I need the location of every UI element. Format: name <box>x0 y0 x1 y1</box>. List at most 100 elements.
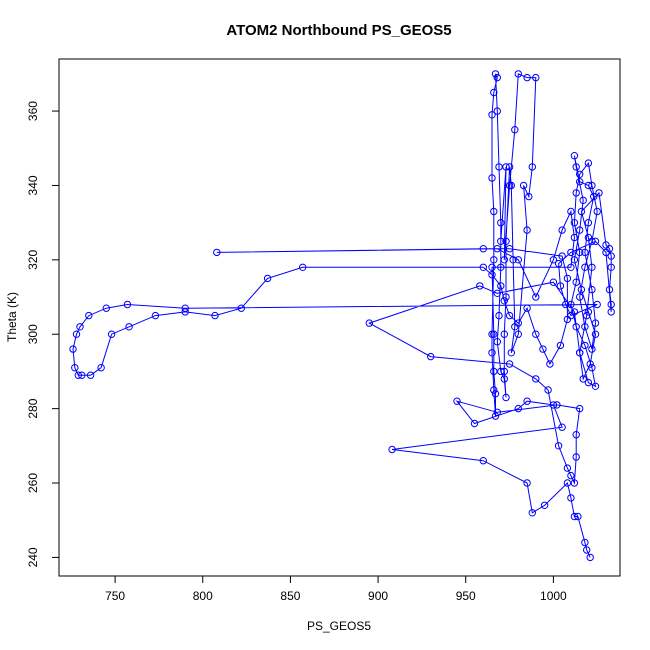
data-point <box>602 248 610 257</box>
data-point <box>584 219 593 227</box>
y-axis: 240 260 280 300 320 340 360 <box>26 101 60 567</box>
data-point <box>523 479 531 487</box>
y-tick-label: 360 <box>26 101 40 121</box>
chart-title: ATOM2 Northbound PS_GEOS5 <box>226 22 451 39</box>
data-point <box>514 404 522 413</box>
data-point <box>427 352 435 361</box>
data-point <box>493 73 501 82</box>
data-point <box>570 219 579 227</box>
data-point <box>519 181 528 190</box>
data-point <box>488 271 496 279</box>
data-point <box>488 330 496 338</box>
data-point <box>523 304 531 312</box>
data-point <box>497 237 505 246</box>
data-point <box>586 553 594 562</box>
plot-frame <box>58 58 621 577</box>
x-tick-label: 850 <box>280 589 300 603</box>
data-point <box>579 196 587 205</box>
data-point <box>470 419 479 428</box>
data-point <box>546 360 554 368</box>
data-point <box>540 501 549 509</box>
data-point <box>74 371 83 379</box>
data-point <box>479 263 487 271</box>
data-point <box>488 263 496 271</box>
data-point <box>211 311 219 320</box>
data-point <box>591 237 600 246</box>
data-point <box>607 263 615 271</box>
data-point <box>572 189 580 197</box>
data-point <box>556 341 565 350</box>
data-point <box>502 293 510 301</box>
data-point <box>71 364 79 372</box>
data-point <box>502 393 510 402</box>
data-point <box>514 330 522 338</box>
data-point <box>490 386 498 394</box>
data-point <box>584 378 593 387</box>
data-point <box>588 364 596 372</box>
data-point <box>554 259 563 268</box>
data-point <box>490 256 498 264</box>
data-point <box>69 345 77 353</box>
data-point <box>574 512 582 521</box>
data-point <box>495 311 503 320</box>
data-point <box>511 323 519 331</box>
data-point <box>509 256 517 264</box>
data-point <box>476 282 484 290</box>
data-point <box>490 207 498 216</box>
data-point <box>97 364 105 372</box>
data-point <box>85 311 93 320</box>
data-point <box>549 256 558 264</box>
data-point <box>563 464 572 472</box>
data-point <box>591 382 600 390</box>
data-point <box>576 404 584 413</box>
data-point <box>581 323 589 331</box>
data-point <box>491 390 500 398</box>
data-point <box>591 319 600 327</box>
data-point <box>570 256 579 264</box>
data-point <box>525 192 533 201</box>
data-point <box>495 163 503 171</box>
data-point <box>579 375 587 383</box>
data-point <box>388 445 396 454</box>
y-axis-label: Theta (K) <box>5 292 19 342</box>
data-point <box>563 479 572 487</box>
data-point <box>181 308 189 316</box>
y-tick-label: 260 <box>26 473 40 493</box>
data-point <box>572 431 580 439</box>
data-point <box>479 245 487 253</box>
data-point <box>123 300 132 309</box>
data-point <box>72 330 81 338</box>
data-point <box>263 274 272 283</box>
data-point <box>502 237 510 246</box>
data-point <box>593 207 601 216</box>
data-point <box>479 457 487 465</box>
data-point <box>299 263 307 271</box>
data-point <box>514 256 522 264</box>
data-point <box>576 226 584 234</box>
data-point <box>567 471 575 480</box>
data-point <box>497 219 505 227</box>
data-point <box>570 152 579 160</box>
data-point <box>581 263 589 271</box>
data-point <box>567 207 575 216</box>
data-point <box>532 73 540 82</box>
data-point <box>549 401 558 409</box>
x-axis-label: PS_GEOS5 <box>307 619 371 633</box>
data-point <box>453 397 461 405</box>
data-point <box>607 308 615 316</box>
data-point <box>490 367 498 376</box>
data-point <box>605 285 614 294</box>
data-point <box>497 263 505 271</box>
data-point <box>237 304 246 312</box>
data-point <box>514 70 522 78</box>
data-point <box>567 248 575 257</box>
data-point <box>532 375 540 383</box>
data-point <box>502 163 510 171</box>
data-point <box>567 300 575 309</box>
data-point <box>591 330 600 338</box>
x-tick-label: 1000 <box>540 589 567 603</box>
data-point <box>539 345 547 353</box>
data-point <box>505 360 514 368</box>
data-point <box>86 371 95 379</box>
data-point <box>584 159 593 167</box>
